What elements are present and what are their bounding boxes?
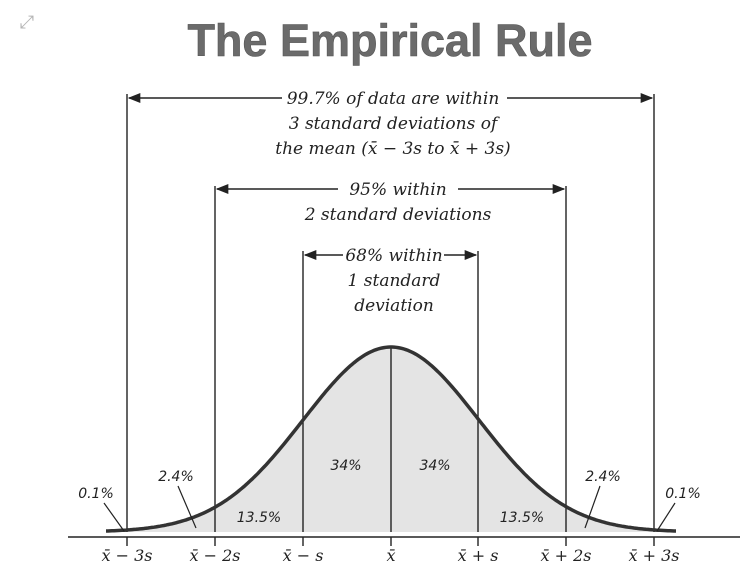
region-left-mid-label: 13.5%: [237, 510, 281, 526]
annotation-3sd-line1: 99.7% of data are within: [287, 89, 500, 109]
sd-lines: [126, 94, 655, 532]
region-left-tail-label: 0.1%: [78, 486, 114, 502]
axis-label-minus-1s: x̄ − s: [283, 546, 324, 565]
region-right-inner-label: 34%: [419, 458, 450, 474]
axis-label-plus-3s: x̄ + 3s: [629, 546, 680, 565]
leader-lines: [103, 485, 676, 532]
annotation-1sd-line1: 68% within: [345, 246, 442, 266]
annotation-2sd-line1: 95% within: [349, 180, 446, 200]
expand-icon[interactable]: ⤢: [19, 12, 35, 33]
annotation-1sd-line3: deviation: [354, 296, 434, 316]
region-left-outer-label: 2.4%: [158, 469, 194, 485]
annotation-2sd-line2: 2 standard deviations: [304, 205, 492, 225]
axis-label-mean: x̄: [386, 546, 395, 565]
annotation-3sd-line2: 3 standard deviations of: [289, 114, 500, 134]
region-right-outer-label: 2.4%: [585, 469, 621, 485]
axis-label-minus-3s: x̄ − 3s: [102, 546, 153, 565]
page-title: The Empirical Rule: [187, 15, 592, 66]
axis-ticks: [126, 537, 655, 546]
region-right-tail-label: 0.1%: [665, 486, 701, 502]
annotation-3sd-line3: the mean (x̄ − 3s to x̄ + 3s): [275, 139, 510, 159]
normal-curve: [106, 345, 676, 533]
axis-label-minus-2s: x̄ − 2s: [190, 546, 241, 565]
annotation-1sd-line2: 1 standard: [348, 271, 441, 291]
axis-label-plus-1s: x̄ + s: [458, 546, 499, 565]
region-right-mid-label: 13.5%: [500, 510, 544, 526]
region-left-inner-label: 34%: [330, 458, 361, 474]
axis-label-plus-2s: x̄ + 2s: [541, 546, 592, 565]
